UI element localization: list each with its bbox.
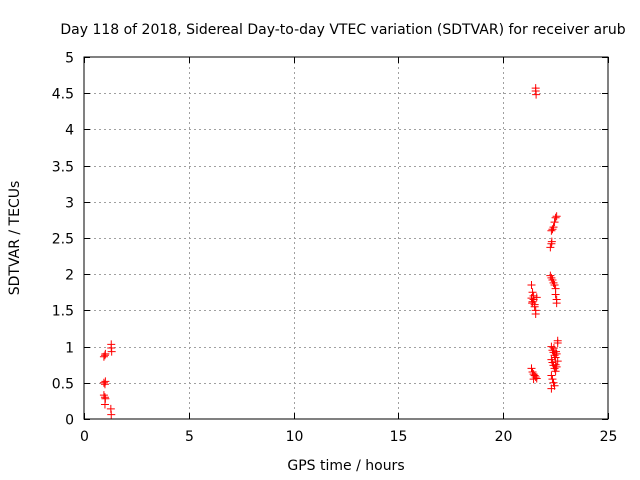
axis-ticks: 0 5 10 15 20 25 0 0.5 1 1.5 2 2.5 3 3.5 4 4.5 5 [52,51,618,446]
x-tick-label: 15 [390,429,408,445]
data-point [528,299,537,308]
data-point [527,294,536,303]
data-point [99,378,108,387]
grid [84,57,608,419]
data-point [100,400,109,409]
data-point [547,384,556,393]
data-point [547,273,556,282]
data-point [528,288,537,297]
data-point [531,310,540,319]
x-tick-label: 10 [286,429,304,445]
y-tick-label: 3.5 [52,160,74,176]
data-point [546,243,555,252]
x-tick-label: 20 [495,429,513,445]
data-point [551,213,560,222]
data-point [547,226,556,235]
y-tick-label: 0 [65,413,74,429]
x-tick-label: 5 [185,429,194,445]
data-point [549,344,558,353]
data-point [553,336,562,345]
data-point [551,360,560,369]
x-tick-label: 0 [80,429,89,445]
y-tick-label: 5 [65,51,74,67]
x-axis-label: GPS time / hours [287,458,404,474]
data-point [99,391,108,400]
y-tick-label: 4.5 [52,87,74,103]
x-tick-label: 25 [600,429,618,445]
y-tick-label: 1.5 [52,304,74,320]
y-tick-label: 2.5 [52,232,74,248]
data-point [529,375,538,384]
data-point [552,299,561,308]
data-point [548,225,557,234]
y-tick-label: 3 [65,196,74,212]
data-point [107,410,116,419]
data-point [532,90,541,99]
data-point [552,347,561,356]
data-point [553,357,562,366]
data-point [550,281,559,290]
data-point [101,377,110,386]
chart-title: Day 118 of 2018, Sidereal Day-to-day VTE… [60,22,625,38]
data-point [546,271,555,280]
data-point [550,218,559,227]
data-point [101,349,110,358]
data-point [548,375,557,384]
data-point [527,364,536,373]
data-point [551,290,560,299]
y-tick-label: 1 [65,341,74,357]
data-point [547,237,556,246]
y-tick-label: 4 [65,123,74,139]
y-axis-label: SDTVAR / TECUs [7,181,23,296]
y-tick-label: 2 [65,268,74,284]
data-point [529,295,538,304]
data-point [549,223,558,232]
data-point [547,371,556,380]
data-point [527,281,536,290]
y-tick-label: 0.5 [52,377,74,393]
data-point [552,212,561,221]
data-points [99,84,562,419]
data-point [107,347,116,356]
